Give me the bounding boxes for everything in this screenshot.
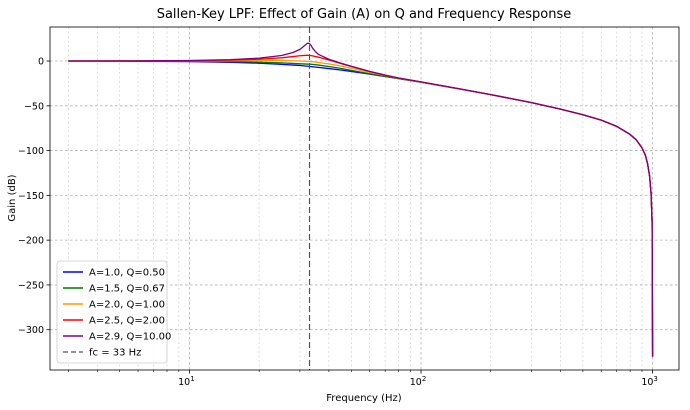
series-layer — [68, 27, 654, 370]
y-tick-label: −100 — [18, 146, 44, 157]
y-tick-label: −50 — [24, 101, 44, 112]
legend-label: A=2.0, Q=1.00 — [89, 300, 165, 311]
legend-label: A=2.9, Q=10.00 — [89, 332, 171, 343]
y-tick-label: −150 — [18, 191, 44, 202]
y-tick-label: −200 — [18, 236, 44, 247]
chart-title: Sallen-Key LPF: Effect of Gain (A) on Q … — [157, 7, 572, 22]
legend-label: A=1.0, Q=0.50 — [89, 268, 165, 279]
y-tick-label: −250 — [18, 280, 44, 291]
legend-label: A=1.5, Q=0.67 — [89, 284, 165, 295]
x-axis-label: Frequency (Hz) — [326, 393, 402, 404]
legend-label: A=2.5, Q=2.00 — [89, 316, 165, 327]
y-axis-label: Gain (dB) — [7, 174, 18, 221]
y-tick-label: 0 — [38, 57, 44, 68]
legend-label: fc = 33 Hz — [89, 348, 141, 359]
legend-box — [56, 260, 168, 364]
x-tick-label: 103 — [641, 375, 658, 388]
tick-layer: 101 102 103 0 −50 −100 −150 −200 −250 −300 — [18, 57, 658, 388]
x-tick-label: 102 — [410, 375, 427, 388]
x-tick-label: 101 — [178, 375, 195, 388]
plot-frame — [49, 26, 680, 371]
legend: A=1.0, Q=0.50 A=1.5, Q=0.67 A=2.0, Q=1.00 A… — [56, 260, 171, 364]
series-line — [68, 42, 654, 357]
y-tick-label: −300 — [18, 325, 44, 336]
